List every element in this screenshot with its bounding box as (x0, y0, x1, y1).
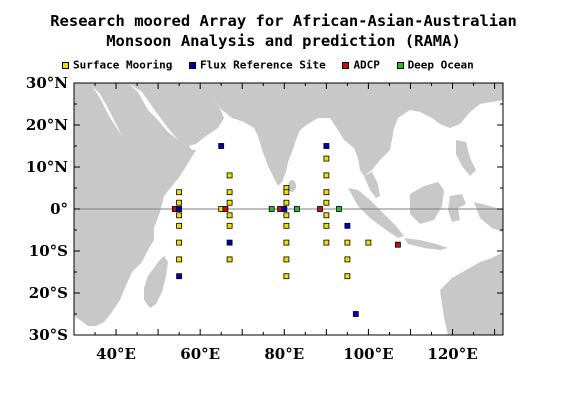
land-layer (74, 83, 503, 335)
surface-mooring-marker (226, 212, 233, 219)
lon-label: 40°E (96, 345, 136, 363)
flux-mooring-marker (226, 239, 233, 246)
legend-swatch-flux (188, 61, 196, 69)
land-borneo (410, 182, 444, 224)
flux-mooring-marker (218, 143, 225, 149)
deep-mooring-marker (293, 206, 300, 212)
adcp-mooring-marker (394, 241, 401, 248)
land-sri-lanka (288, 180, 296, 192)
legend-label-adcp: ADCP (353, 58, 380, 72)
flux-mooring-marker (176, 273, 183, 280)
surface-mooring-marker (176, 199, 183, 206)
lon-label: 120°E (427, 345, 477, 363)
land-sumatra (348, 188, 404, 238)
surface-mooring-marker (176, 212, 183, 219)
surface-mooring-marker (176, 222, 183, 229)
longitude-labels: 40°E 60°E 80°E 100°E 120°E (96, 345, 478, 363)
land-arabia-east (128, 83, 224, 146)
map-title-line-2: Monsoon Analysis and prediction (RAMA) (106, 32, 461, 50)
lat-label: 10°S (29, 242, 68, 260)
lon-label: 80°E (264, 345, 304, 363)
legend-item-deep-ocean: Deep Ocean (396, 58, 474, 72)
flux-mooring-marker (323, 143, 330, 149)
lon-label: 100°E (343, 345, 393, 363)
legend-label-surface: Surface Mooring (73, 58, 173, 72)
land-new-guinea (474, 202, 503, 232)
flux-mooring-marker (281, 206, 288, 212)
surface-mooring-marker (323, 222, 330, 229)
land-java (404, 238, 448, 250)
surface-mooring-marker (226, 256, 233, 263)
land-australia (440, 252, 503, 335)
lat-label: 30°N (26, 74, 68, 92)
land-asia-north (200, 83, 503, 186)
legend-label-deep: Deep Ocean (407, 58, 474, 72)
adcp-mooring-marker (317, 206, 323, 212)
flux-mooring-marker (344, 222, 351, 229)
surface-mooring-marker (323, 199, 330, 206)
legend: Surface Mooring Flux Reference Site ADCP… (62, 58, 484, 74)
surface-mooring-marker (323, 172, 330, 179)
surface-mooring-marker (283, 189, 290, 196)
lat-label: 30°S (29, 326, 68, 344)
axis-ticks (73, 82, 503, 336)
legend-swatch-deep (396, 61, 404, 69)
surface-mooring-marker (344, 256, 351, 263)
surface-mooring-marker (226, 199, 233, 206)
surface-mooring-marker (323, 239, 330, 246)
surface-mooring-marker (226, 222, 233, 229)
land-madagascar (144, 256, 168, 308)
map-title-line-1: Research moored Array for African-Asian-… (50, 12, 517, 30)
lat-label: 20°S (29, 284, 68, 302)
adcp-mooring-marker (222, 206, 229, 212)
land-malay-peninsula (364, 172, 380, 198)
deep-mooring-marker (268, 206, 275, 212)
latitude-labels: 30°N 20°N 10°N 0° 10°S 20°S 30°S (26, 74, 68, 344)
land-sulawesi (448, 194, 466, 222)
land-arabia-gulf-gap (92, 86, 122, 136)
surface-mooring-marker (283, 239, 290, 246)
surface-mooring-marker (323, 155, 330, 162)
surface-mooring-marker (176, 239, 183, 246)
surface-mooring-marker (226, 189, 233, 196)
legend-swatch-surface (62, 61, 69, 69)
legend-item-flux-reference: Flux Reference Site (188, 58, 326, 72)
surface-mooring-marker (283, 273, 290, 280)
surface-mooring-marker (283, 222, 290, 229)
surface-mooring-marker (176, 189, 183, 196)
surface-mooring-marker (283, 212, 290, 219)
lat-label: 0° (50, 200, 68, 218)
lat-label: 10°N (26, 158, 68, 176)
surface-mooring-marker (283, 199, 290, 206)
surface-mooring-marker (365, 239, 372, 246)
legend-item-surface-mooring: Surface Mooring (62, 58, 172, 72)
surface-mooring-marker (176, 256, 183, 263)
mooring-markers (171, 143, 401, 317)
surface-mooring-marker (226, 172, 233, 179)
surface-mooring-marker (323, 189, 330, 196)
surface-mooring-marker (283, 256, 290, 263)
lon-label: 60°E (180, 345, 220, 363)
flux-mooring-marker (176, 206, 183, 212)
land-philippines (456, 140, 476, 176)
land-africa (74, 83, 196, 326)
lat-label: 20°N (26, 116, 68, 134)
legend-label-flux: Flux Reference Site (199, 58, 326, 72)
surface-mooring-marker (344, 273, 351, 280)
flux-mooring-marker (352, 311, 359, 317)
surface-mooring-marker (344, 239, 351, 246)
legend-item-adcp: ADCP (342, 58, 380, 72)
legend-swatch-adcp (342, 61, 350, 69)
surface-mooring-marker (323, 212, 330, 219)
deep-mooring-marker (336, 206, 342, 212)
